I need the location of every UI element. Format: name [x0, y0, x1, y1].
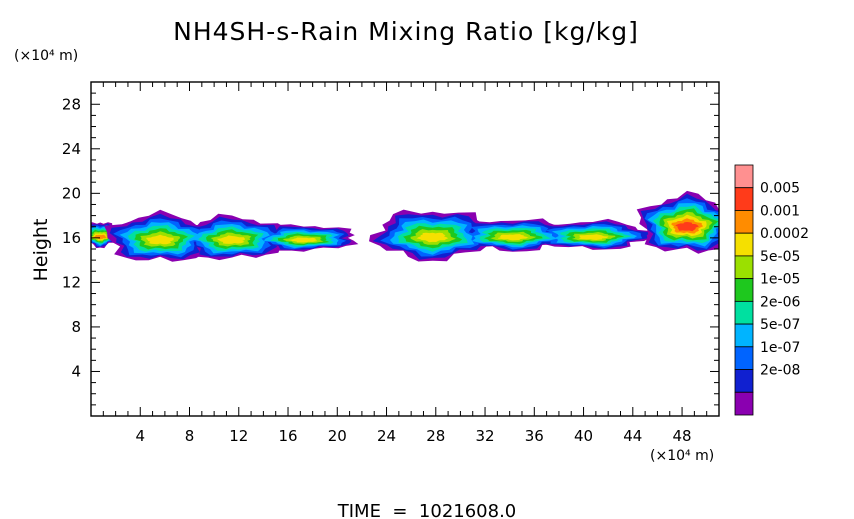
- x-tick-label: 32: [475, 427, 494, 445]
- contour-band: [416, 232, 449, 243]
- y-tick-label: 24: [62, 140, 81, 158]
- y-tick-label: 8: [71, 318, 81, 336]
- x-tick-label: 12: [229, 427, 248, 445]
- y-axis-label: Height: [30, 219, 52, 282]
- contour-band: [146, 234, 174, 245]
- colorbar-label: 5e-07: [760, 317, 800, 333]
- colorbar-swatch: [734, 346, 754, 370]
- colorbar-swatch: [734, 210, 754, 234]
- colorbar-labels: 0.005 0.001 0.0002 5e-05 1e-05 2e-06 5e-07 1e-0…: [760, 181, 809, 379]
- x-tick-label: 44: [623, 427, 642, 445]
- x-tick-label: 8: [185, 427, 195, 445]
- colorbar-swatch: [734, 391, 754, 416]
- colorbar-label: 0.001: [760, 203, 800, 219]
- x-tick-label: 40: [574, 427, 593, 445]
- colorbar-swatch: [734, 255, 754, 280]
- mixing-ratio-field: [91, 190, 719, 262]
- colorbar: [734, 164, 754, 416]
- colorbar-swatch: [734, 164, 754, 189]
- y-tick-label: 28: [62, 95, 81, 113]
- x-tick-label: 16: [278, 427, 297, 445]
- axis-ticks: [91, 82, 719, 416]
- colorbar-swatch: [734, 278, 754, 302]
- y-unit-label: (×10⁴ m): [14, 48, 78, 64]
- x-tick-label: 24: [377, 427, 396, 445]
- y-tick-label: 20: [62, 184, 81, 202]
- colorbar-label: 1e-07: [760, 340, 800, 356]
- colorbar-swatch: [734, 187, 754, 211]
- colorbar-label: 2e-08: [760, 363, 800, 379]
- colorbar-swatch: [734, 300, 754, 325]
- contour-band: [675, 222, 699, 232]
- colorbar-swatch: [734, 369, 754, 393]
- time-footer: TIME = 1021608.0: [337, 501, 517, 519]
- contour-band: [578, 234, 609, 240]
- x-tick-label: 4: [135, 427, 145, 445]
- x-tick-label: 48: [673, 427, 692, 445]
- x-tick-labels: 4 8 12 16 20 24 28 32 36 40 44 48: [135, 427, 691, 445]
- chart-title: NH4SH-s-Rain Mixing Ratio [kg/kg]: [173, 17, 639, 46]
- colorbar-swatch: [734, 323, 754, 348]
- contour-band: [288, 237, 317, 243]
- y-tick-labels: 4 8 12 16 20 24 28: [62, 95, 81, 380]
- colorbar-label: 2e-06: [760, 294, 800, 310]
- contour-band: [498, 234, 529, 241]
- colorbar-label: 0.005: [760, 181, 800, 197]
- x-unit-label: (×10⁴ m): [650, 448, 714, 464]
- y-tick-label: 4: [71, 362, 81, 380]
- colorbar-swatch: [734, 232, 754, 257]
- x-tick-label: 36: [525, 427, 544, 445]
- y-tick-label: 16: [62, 229, 81, 247]
- colorbar-label: 5e-05: [760, 249, 800, 265]
- contour-band: [216, 235, 245, 244]
- colorbar-label: 0.0002: [760, 226, 809, 242]
- x-tick-label: 20: [328, 427, 347, 445]
- colorbar-label: 1e-05: [760, 272, 800, 288]
- x-tick-label: 28: [426, 427, 445, 445]
- y-tick-label: 12: [62, 273, 81, 291]
